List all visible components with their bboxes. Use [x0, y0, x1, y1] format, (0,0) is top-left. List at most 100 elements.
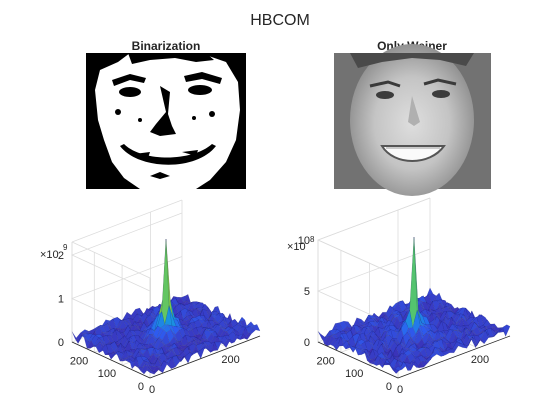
surface-1-exponent: ×10 9: [40, 243, 68, 261]
surface-2-box-edge: [317, 197, 431, 241]
surface-1-y-tick-label: 100: [98, 368, 116, 380]
surface-1-facet: [150, 358, 159, 367]
surface-1-facet: [80, 335, 89, 342]
surface-2-exponent-power: 8: [310, 235, 315, 244]
surface-2-facet: [461, 327, 469, 336]
surface-1-facet: [143, 367, 152, 375]
surface-1-facet: [200, 341, 208, 347]
surface-1-facet: [149, 334, 157, 340]
surface-2-facet: [369, 355, 378, 365]
surface-1-facet: [216, 335, 225, 341]
surface-1-z-tick-label: 0: [58, 337, 64, 349]
surface-1-facet: [102, 335, 111, 346]
surface-2-exponent: ×10 8: [287, 235, 315, 253]
surface-1-facet: [168, 305, 177, 327]
surface-1-z-tick-label: 2: [58, 250, 64, 262]
surface-2-facet: [429, 351, 438, 358]
surface-2-facet: [463, 325, 472, 333]
surface-plot-1: 0 1 2 0 200 0 100 200 ×10 9: [40, 199, 261, 396]
surface-2-y-tick-label: 0: [386, 381, 392, 393]
surface-2-facet: [476, 338, 485, 346]
surface-1-facet: [136, 355, 144, 368]
surface-2-z-tick-label: 5: [304, 286, 310, 298]
surface-1-box-edge: [71, 199, 183, 243]
surface-1-facet: [170, 329, 179, 342]
surface-1-facet: [147, 312, 155, 319]
surface-1-facet: [91, 334, 99, 347]
surface-2-z-tick-label: 10: [298, 235, 310, 247]
surface-2-box-edge: [317, 239, 399, 277]
binarization-panel: Binarization: [86, 39, 246, 189]
surface-1-facet: [149, 306, 158, 311]
surface-2-facet: [436, 299, 445, 309]
surface-1-y-tick-label: 0: [138, 381, 144, 393]
surface-1-facet: [231, 334, 240, 344]
surface-2-mesh: [317, 236, 511, 374]
surface-2-facet: [424, 356, 433, 363]
surface-2-facet: [445, 305, 454, 313]
surface-1-mesh: [71, 238, 261, 375]
surface-2-facet: [330, 338, 338, 347]
surface-1-axis-line: [149, 335, 261, 379]
surface-1-facet: [155, 368, 163, 374]
surface-1-z-tick-label: 1: [58, 294, 64, 306]
surface-2-x-tick-label: 200: [471, 354, 489, 366]
surface-1-facet: [194, 319, 202, 332]
surface-1-facet: [116, 354, 125, 362]
surface-1-y-tick-label: 200: [70, 355, 88, 367]
surface-2-axis-line: [317, 341, 399, 379]
surface-1-facet: [210, 341, 218, 353]
surface-2-facet: [385, 362, 394, 371]
surface-2-exponent-base: ×10: [287, 241, 306, 253]
surface-2-facet: [382, 358, 391, 368]
surface-1-axis-line: [71, 341, 151, 379]
weiner-panel: Only Weiner: [334, 39, 491, 196]
surface-1-x-tick-label: 0: [149, 384, 155, 396]
surface-1-exponent-base: ×10: [40, 249, 59, 261]
surface-1-facet: [83, 336, 92, 349]
surface-2-z-tick-label: 0: [304, 337, 310, 349]
surface-1-facet: [119, 357, 128, 362]
surface-2-facet: [420, 361, 429, 368]
binarization-title: Binarization: [132, 39, 201, 53]
surface-1-facet: [163, 345, 172, 352]
surface-1-box-edge: [71, 241, 151, 279]
surface-1-facet: [159, 360, 168, 374]
surface-2-facet: [385, 305, 394, 320]
surface-2-facet: [396, 310, 404, 318]
surface-2-x-tick-label: 0: [397, 384, 403, 396]
surface-2-facet: [366, 359, 375, 364]
surface-1-facet: [207, 329, 216, 334]
surface-1-facet: [150, 338, 159, 347]
surface-1-facet: [149, 365, 158, 372]
figure-title: HBCOM: [250, 12, 310, 29]
surface-1-facet: [176, 355, 184, 363]
binarization-image: [86, 53, 246, 189]
surface-1-facet: [194, 334, 203, 340]
surface-1-facet: [101, 330, 110, 336]
surface-1-facet: [169, 355, 177, 359]
surface-1-facet: [80, 329, 89, 334]
surface-1-facet: [105, 318, 114, 323]
surface-2-facet: [326, 335, 335, 347]
surface-2-facet: [434, 346, 443, 353]
surface-1-facet: [173, 336, 182, 343]
surface-2-facet: [345, 343, 354, 353]
surface-2-facet: [469, 334, 477, 346]
surface-2-facet: [452, 323, 460, 332]
surface-2-facet: [455, 313, 464, 324]
surface-1-exponent-power: 9: [63, 243, 68, 252]
surface-1-facet: [146, 370, 155, 375]
surface-2-facet: [364, 340, 373, 353]
surface-1-facet: [147, 328, 155, 332]
surface-2-facet: [360, 350, 369, 359]
surface-2-facet: [393, 314, 402, 318]
weiner-image: [334, 44, 491, 196]
surface-1-facet: [151, 369, 159, 375]
surface-2-facet: [391, 366, 400, 374]
surface-2-y-tick-label: 100: [345, 368, 363, 380]
surface-2-facet: [397, 341, 405, 349]
surface-2-facet: [423, 330, 431, 337]
